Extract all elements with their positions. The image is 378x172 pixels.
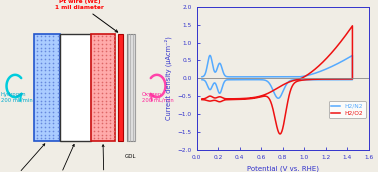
Legend: H2/N2, H2/O2: H2/N2, H2/O2 — [329, 101, 366, 118]
H2/O2 — [350, 25, 355, 27]
Text: Oxygen
200 mL/min: Oxygen 200 mL/min — [142, 92, 174, 103]
Line: H2/N2: H2/N2 — [202, 55, 352, 98]
H2/N2 — [200, 76, 204, 78]
Line: H2/O2: H2/O2 — [202, 26, 352, 134]
H2/O2 — [342, 78, 347, 80]
Bar — [91, 34, 115, 141]
H2/N2 — [336, 79, 341, 81]
Text: Nafion®, SPEEK
or SPSU membrane
(1 mil thick): Nafion®, SPEEK or SPSU membrane (1 mil t… — [80, 145, 128, 172]
H2/N2 — [331, 65, 335, 67]
H2/N2 — [240, 76, 245, 78]
H2/O2 — [301, 76, 306, 78]
Bar — [118, 34, 123, 141]
H2/N2 — [200, 79, 204, 81]
H2/O2 — [250, 97, 255, 99]
Y-axis label: Current density (μAcm⁻²): Current density (μAcm⁻²) — [164, 36, 172, 120]
H2/O2 — [336, 78, 341, 80]
Text: Hydrogen
200 mL/min: Hydrogen 200 mL/min — [1, 92, 33, 103]
H2/N2 — [276, 97, 280, 99]
X-axis label: Potential (V vs. RHE): Potential (V vs. RHE) — [246, 165, 319, 171]
H2/N2 — [342, 79, 347, 81]
Bar — [60, 34, 91, 141]
H2/N2 — [301, 75, 306, 77]
Bar — [127, 34, 135, 141]
Text: Pt wire (WE)
1 mil diameter: Pt wire (WE) 1 mil diameter — [55, 0, 118, 32]
H2/O2 — [240, 98, 244, 100]
H2/O2 — [200, 98, 204, 100]
H2/O2 — [200, 99, 204, 101]
Text: GDL: GDL — [125, 154, 136, 159]
H2/N2 — [251, 76, 255, 78]
Text: Nafion®
membrane
(5 mil thick): Nafion® membrane (5 mil thick) — [42, 144, 74, 172]
H2/O2 — [330, 51, 335, 53]
H2/N2 — [208, 54, 212, 56]
Bar — [34, 34, 60, 141]
H2/O2 — [278, 133, 282, 135]
Text: Catalyst
coatedGDL
(RE and CE): Catalyst coatedGDL (RE and CE) — [0, 144, 45, 172]
